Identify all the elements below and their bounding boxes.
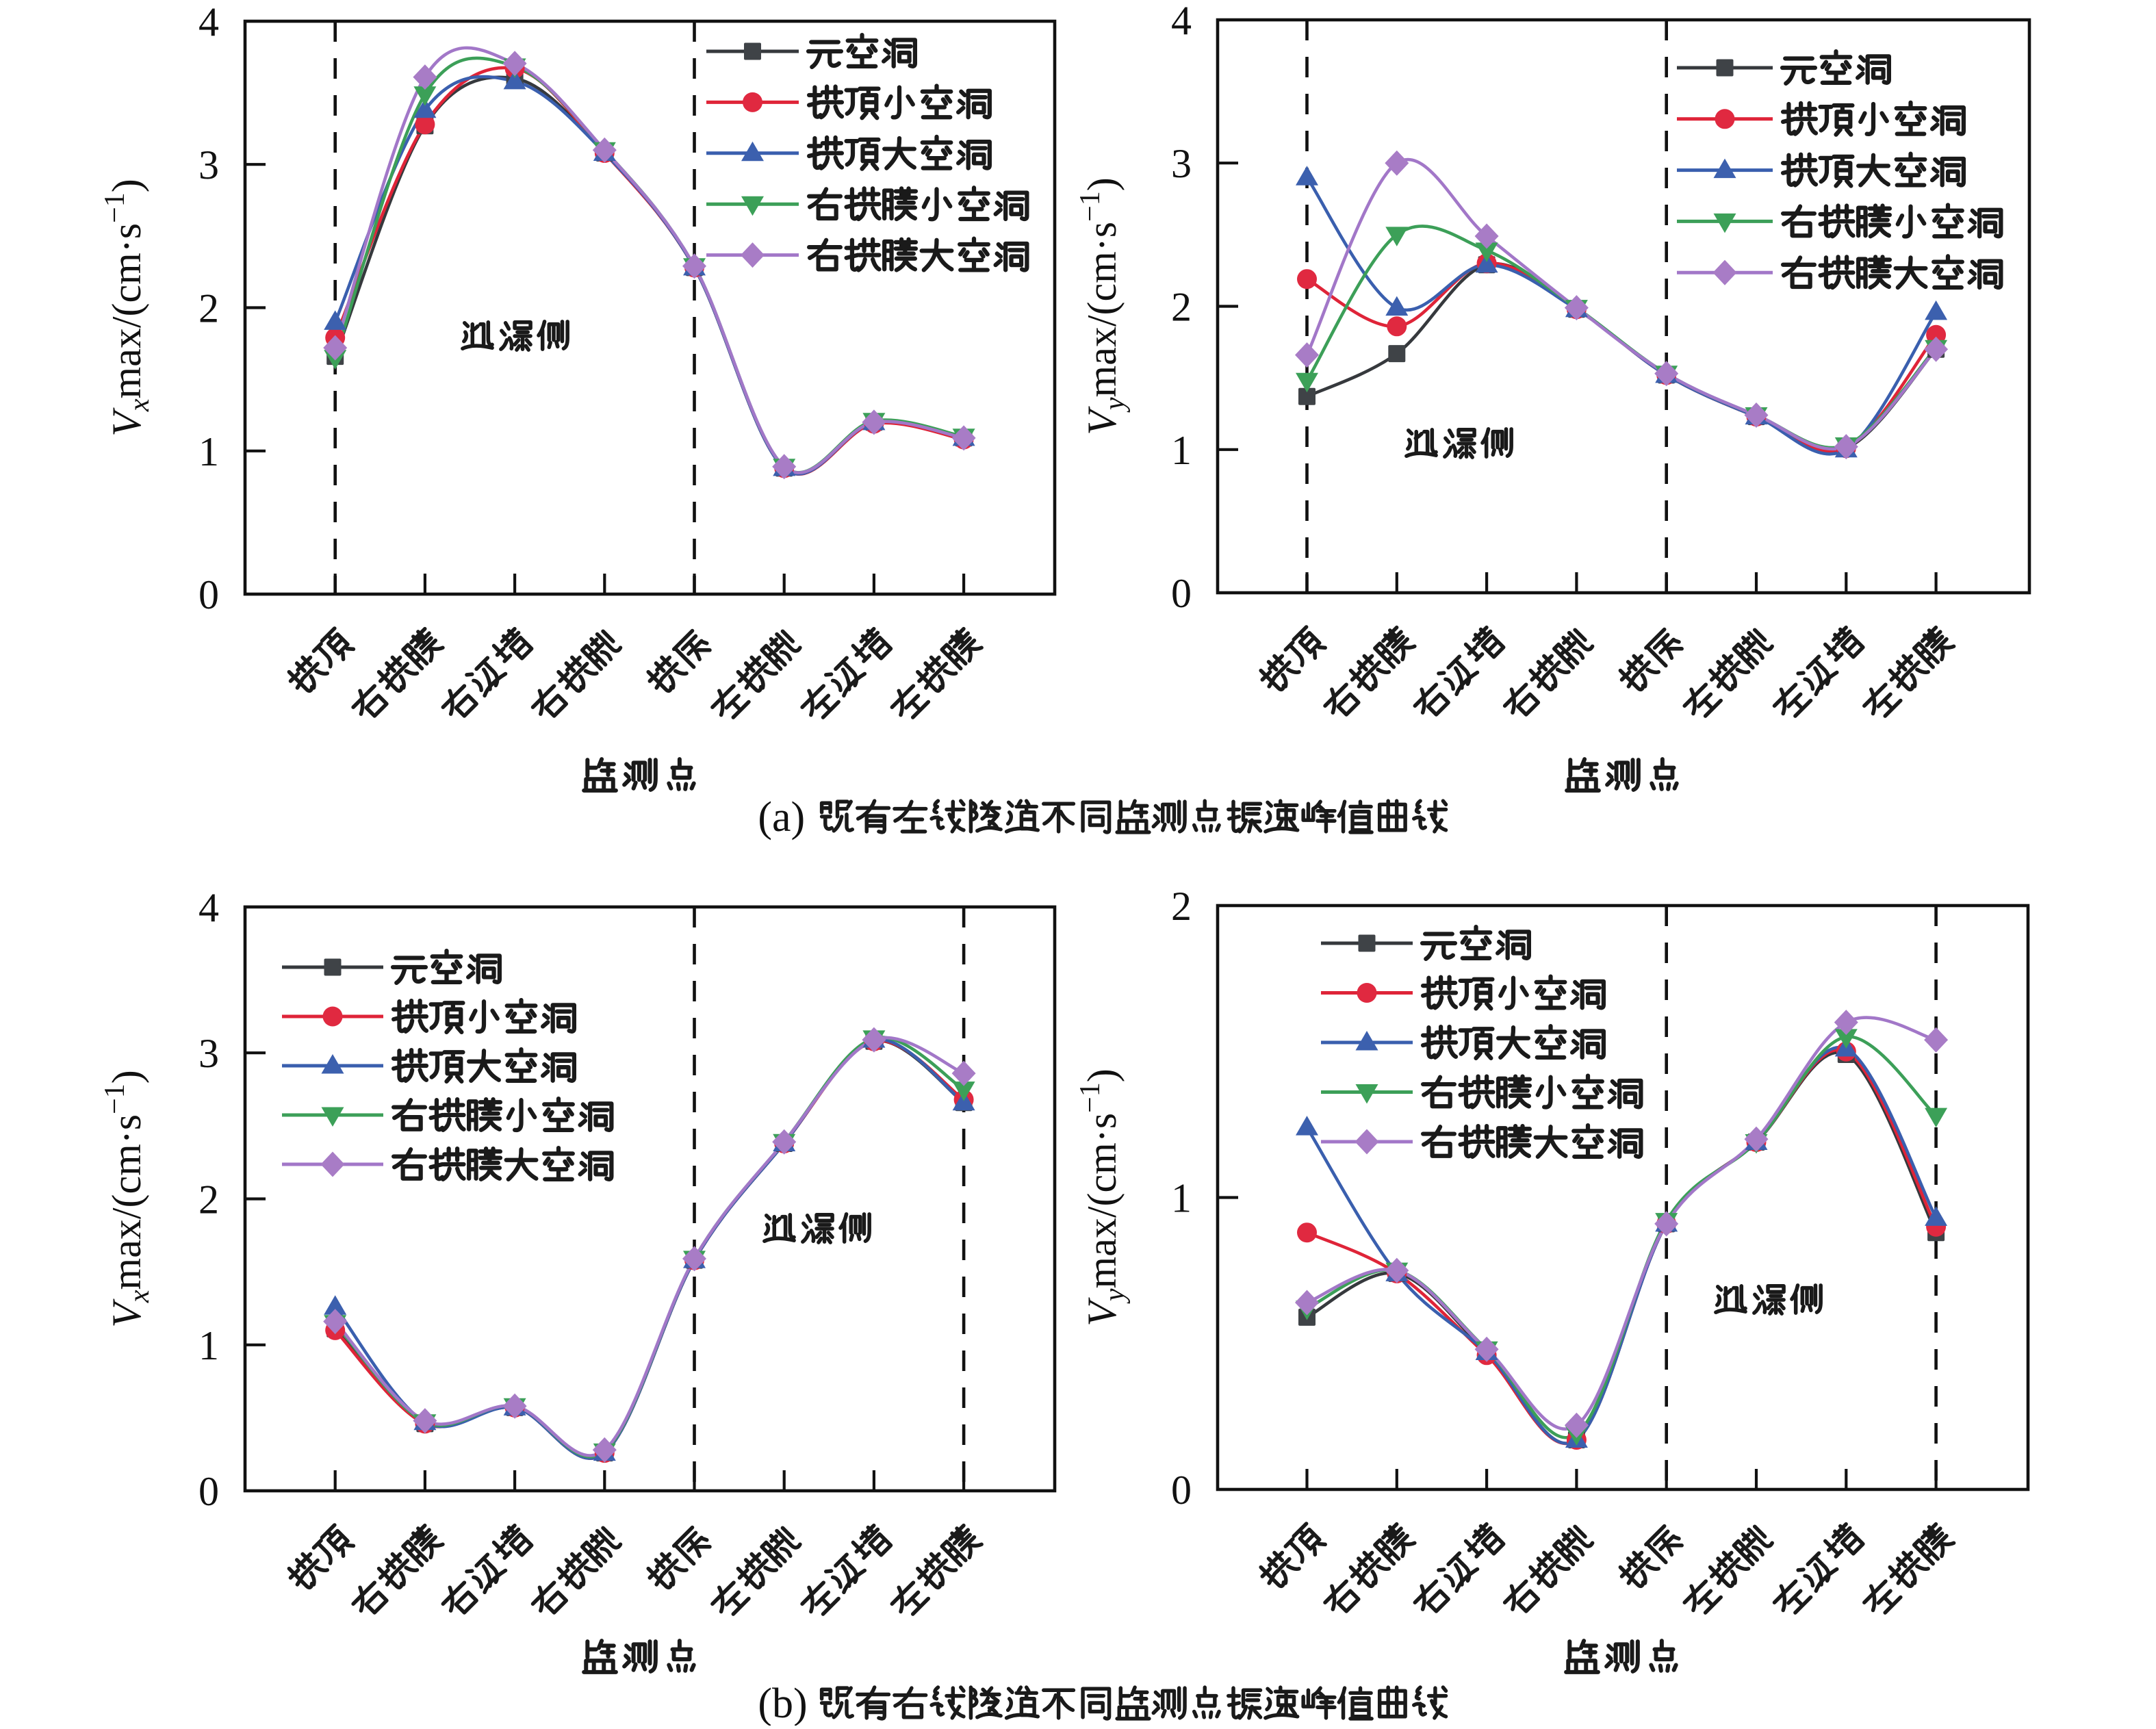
svg-text:0: 0 bbox=[198, 572, 219, 617]
svg-text:1: 1 bbox=[1171, 1176, 1192, 1221]
svg-text:2: 2 bbox=[1171, 285, 1192, 330]
svg-text:3: 3 bbox=[198, 1031, 219, 1076]
svg-text:4: 4 bbox=[1171, 0, 1192, 43]
svg-text:1: 1 bbox=[1171, 428, 1192, 473]
svg-text:Vymax/(cm·s−1): Vymax/(cm·s−1) bbox=[1075, 177, 1131, 435]
svg-text:3: 3 bbox=[198, 142, 219, 188]
svg-text:0: 0 bbox=[1171, 571, 1192, 616]
svg-text:Vxmax/(cm·s−1): Vxmax/(cm·s−1) bbox=[99, 179, 155, 437]
svg-text:4: 4 bbox=[198, 885, 219, 930]
svg-text:3: 3 bbox=[1171, 141, 1192, 186]
svg-text:2: 2 bbox=[198, 1177, 219, 1222]
svg-text:Vymax/(cm·s−1): Vymax/(cm·s−1) bbox=[1075, 1068, 1131, 1327]
svg-text:1: 1 bbox=[198, 429, 219, 474]
svg-text:2: 2 bbox=[198, 286, 219, 331]
svg-text:2: 2 bbox=[1171, 884, 1192, 929]
svg-text:1: 1 bbox=[198, 1323, 219, 1368]
svg-text:(b): (b) bbox=[758, 1680, 807, 1726]
svg-text:Vxmax/(cm·s−1): Vxmax/(cm·s−1) bbox=[99, 1070, 155, 1328]
svg-text:(a): (a) bbox=[758, 794, 805, 841]
svg-text:0: 0 bbox=[198, 1469, 219, 1514]
svg-text:0: 0 bbox=[1171, 1468, 1192, 1513]
svg-text:4: 4 bbox=[198, 0, 219, 44]
